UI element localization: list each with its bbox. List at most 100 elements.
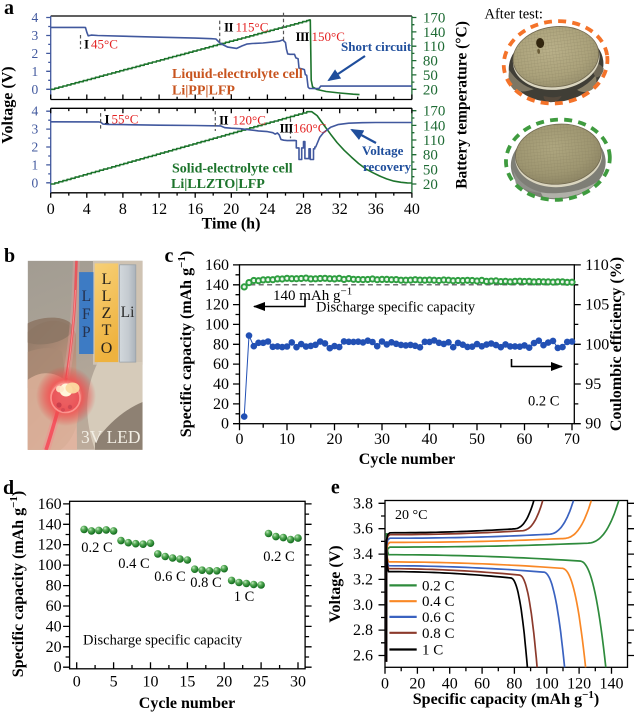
svg-text:0: 0 bbox=[236, 431, 244, 448]
svg-text:105: 105 bbox=[585, 297, 609, 314]
svg-text:After test:: After test: bbox=[485, 7, 543, 23]
svg-text:30: 30 bbox=[290, 673, 306, 690]
svg-text:c: c bbox=[165, 245, 174, 267]
svg-text:12: 12 bbox=[151, 201, 167, 218]
svg-text:8: 8 bbox=[119, 201, 127, 218]
svg-text:Z: Z bbox=[102, 305, 112, 322]
svg-text:3.8: 3.8 bbox=[353, 495, 373, 512]
svg-text:20: 20 bbox=[223, 201, 239, 218]
svg-text:50: 50 bbox=[469, 431, 485, 448]
svg-text:120°C: 120°C bbox=[233, 113, 266, 128]
svg-text:1 C: 1 C bbox=[234, 589, 255, 605]
svg-text:0: 0 bbox=[31, 175, 38, 190]
svg-text:Voltage: Voltage bbox=[362, 143, 404, 158]
svg-text:45°C: 45°C bbox=[91, 37, 118, 52]
svg-text:F: F bbox=[82, 306, 91, 323]
svg-text:3: 3 bbox=[31, 28, 38, 43]
svg-text:a: a bbox=[4, 0, 14, 19]
svg-text:Discharge specific capacity: Discharge specific capacity bbox=[316, 300, 476, 316]
svg-text:T: T bbox=[102, 322, 112, 339]
svg-text:0.6 C: 0.6 C bbox=[154, 569, 185, 585]
svg-text:20 °C: 20 °C bbox=[395, 508, 427, 523]
svg-text:140: 140 bbox=[600, 675, 624, 692]
svg-text:Coulombic efficiency (%): Coulombic efficiency (%) bbox=[608, 257, 625, 431]
svg-text:P: P bbox=[82, 324, 91, 341]
svg-text:0: 0 bbox=[381, 675, 389, 692]
svg-text:20: 20 bbox=[46, 639, 62, 656]
svg-text:20: 20 bbox=[216, 673, 232, 690]
svg-text:2.6: 2.6 bbox=[353, 648, 373, 665]
svg-text:Specific capacity (mAh g−1): Specific capacity (mAh g−1) bbox=[176, 251, 195, 437]
svg-text:3V LED: 3V LED bbox=[81, 427, 140, 447]
svg-text:140: 140 bbox=[38, 516, 62, 533]
svg-text:III: III bbox=[280, 121, 294, 136]
svg-text:II: II bbox=[224, 20, 233, 35]
svg-text:3.6: 3.6 bbox=[353, 521, 373, 538]
svg-text:160: 160 bbox=[38, 496, 62, 513]
svg-text:60: 60 bbox=[517, 431, 533, 448]
svg-text:Solid-electrolyte cell: Solid-electrolyte cell bbox=[172, 162, 293, 177]
svg-text:Voltage (V): Voltage (V) bbox=[327, 545, 344, 622]
svg-text:120: 120 bbox=[567, 675, 591, 692]
svg-text:3.0: 3.0 bbox=[353, 597, 373, 614]
svg-text:40: 40 bbox=[422, 431, 438, 448]
svg-text:0.4 C: 0.4 C bbox=[422, 594, 455, 610]
svg-text:Specific capacity (mAh g−1): Specific capacity (mAh g−1) bbox=[413, 689, 599, 708]
svg-text:II: II bbox=[219, 113, 228, 128]
svg-text:0: 0 bbox=[73, 673, 81, 690]
svg-text:Liquid-electrolyte cell: Liquid-electrolyte cell bbox=[172, 67, 303, 82]
svg-text:140: 140 bbox=[423, 118, 446, 134]
svg-text:Battery temperature (°C): Battery temperature (°C) bbox=[454, 21, 471, 189]
svg-text:150°C: 150°C bbox=[312, 29, 345, 44]
svg-text:20: 20 bbox=[423, 82, 438, 98]
svg-text:160: 160 bbox=[205, 257, 229, 274]
svg-text:e: e bbox=[331, 477, 340, 499]
svg-text:140: 140 bbox=[423, 25, 446, 41]
svg-text:80: 80 bbox=[213, 336, 229, 353]
svg-text:20: 20 bbox=[409, 675, 425, 692]
svg-text:Cycle number: Cycle number bbox=[359, 451, 455, 468]
svg-text:20: 20 bbox=[213, 396, 229, 413]
svg-text:25: 25 bbox=[253, 673, 269, 690]
svg-text:0: 0 bbox=[47, 201, 55, 218]
svg-text:15: 15 bbox=[179, 673, 195, 690]
svg-text:3.2: 3.2 bbox=[353, 571, 373, 588]
svg-text:20: 20 bbox=[423, 177, 438, 193]
svg-text:0.2 C: 0.2 C bbox=[81, 540, 112, 556]
svg-text:L: L bbox=[102, 288, 112, 305]
svg-text:0.6 C: 0.6 C bbox=[422, 610, 455, 626]
svg-text:L: L bbox=[102, 271, 112, 288]
svg-text:Li: Li bbox=[121, 304, 135, 321]
svg-text:60: 60 bbox=[474, 675, 490, 692]
svg-text:160°C: 160°C bbox=[293, 121, 326, 136]
svg-text:100: 100 bbox=[205, 316, 229, 333]
svg-text:0.2 C: 0.2 C bbox=[528, 394, 559, 410]
svg-text:50: 50 bbox=[423, 162, 438, 178]
svg-text:80: 80 bbox=[506, 675, 522, 692]
svg-text:80: 80 bbox=[46, 578, 62, 595]
svg-text:16: 16 bbox=[187, 201, 203, 218]
svg-text:100: 100 bbox=[535, 675, 559, 692]
svg-text:32: 32 bbox=[332, 201, 348, 218]
svg-text:170: 170 bbox=[423, 104, 446, 120]
svg-text:4: 4 bbox=[83, 201, 91, 218]
svg-text:28: 28 bbox=[296, 201, 312, 218]
svg-text:80: 80 bbox=[423, 54, 438, 70]
svg-text:1: 1 bbox=[31, 157, 38, 172]
svg-text:O: O bbox=[101, 340, 113, 357]
svg-text:40: 40 bbox=[213, 376, 229, 393]
svg-text:2: 2 bbox=[31, 46, 38, 61]
svg-text:70: 70 bbox=[564, 431, 580, 448]
svg-text:Cycle number: Cycle number bbox=[139, 695, 235, 712]
svg-text:40: 40 bbox=[404, 201, 420, 218]
svg-text:100: 100 bbox=[585, 336, 609, 353]
svg-text:1 C: 1 C bbox=[422, 643, 443, 659]
svg-text:30: 30 bbox=[374, 431, 390, 448]
svg-text:Discharge specific capacity: Discharge specific capacity bbox=[83, 633, 243, 649]
svg-text:40: 40 bbox=[442, 675, 458, 692]
svg-text:4: 4 bbox=[31, 10, 38, 25]
svg-text:0.8 C: 0.8 C bbox=[190, 575, 221, 591]
svg-text:Short circuit: Short circuit bbox=[341, 39, 412, 54]
svg-text:60: 60 bbox=[213, 356, 229, 373]
svg-text:Specific capacity (mAh g−1): Specific capacity (mAh g−1) bbox=[8, 491, 27, 677]
